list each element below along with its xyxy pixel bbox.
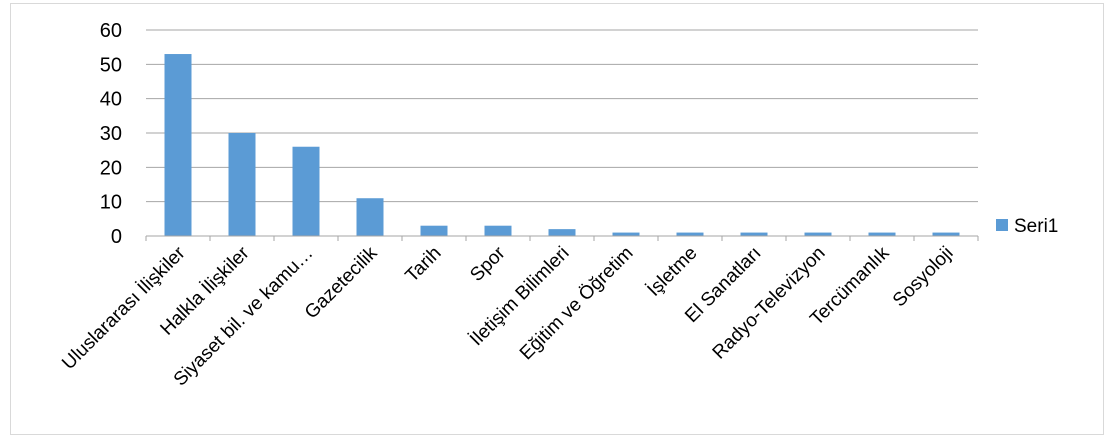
legend-swatch-seri1 (996, 219, 1008, 231)
bar-10 (740, 232, 768, 236)
x-tick-label-13: Sosyoloji (889, 243, 958, 312)
x-tick-label-8: Eğitim ve Öğretim (516, 243, 638, 365)
legend: Seri1 (996, 216, 1058, 237)
bar-5 (420, 225, 448, 236)
x-tick-label-5: Tarih (402, 243, 446, 287)
bar-9 (676, 232, 704, 236)
legend-label-seri1: Seri1 (1014, 216, 1058, 237)
bar-12 (868, 232, 896, 236)
y-tick-label-30: 30 (100, 123, 122, 145)
x-tick-label-6: Spor (466, 242, 510, 286)
bar-2 (228, 133, 256, 236)
x-tick-label-1: Uluslararası İlişkiler (58, 242, 190, 374)
y-tick-label-60: 60 (100, 20, 122, 42)
bar-13 (932, 232, 960, 236)
y-tick-label-40: 40 (100, 89, 122, 111)
y-axis-ticks: 0 10 20 30 40 50 60 (100, 20, 122, 248)
bar-8 (612, 232, 640, 236)
bar-7 (548, 229, 576, 236)
x-tick-label-11: Radyo-Televizyon (709, 243, 830, 364)
x-axis (145, 235, 979, 241)
y-tick-label-50: 50 (100, 54, 122, 76)
chart-area (10, 3, 1104, 435)
bar-6 (484, 225, 512, 236)
y-tick-label-10: 10 (100, 192, 122, 214)
y-tick-label-20: 20 (100, 157, 122, 179)
bar-1 (164, 54, 192, 237)
x-tick-label-9: İşletme (643, 243, 701, 301)
gridlines (146, 29, 978, 203)
bar-4 (356, 198, 384, 236)
bar-3 (292, 146, 320, 236)
bar-11 (804, 232, 832, 236)
bar-series-seri1 (164, 54, 960, 237)
y-tick-label-0: 0 (111, 226, 122, 248)
